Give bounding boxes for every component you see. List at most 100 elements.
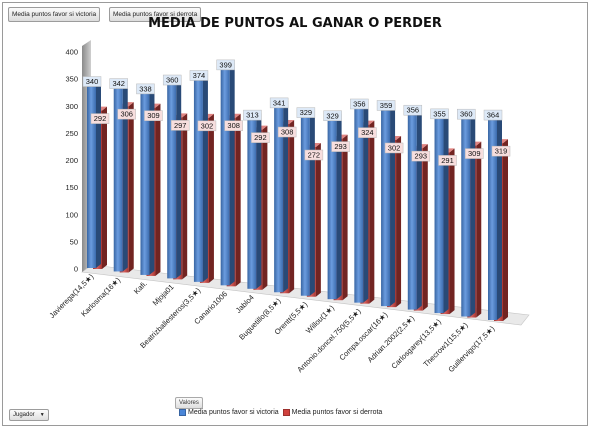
y-tick-label: 100 [65, 210, 78, 219]
legend-swatch-victory [179, 409, 186, 416]
chart-legend: Media puntos favor si victoria Media pun… [179, 409, 386, 416]
legend-item-victory: Media puntos favor si victoria [179, 409, 279, 416]
data-label-victory: 338 [136, 83, 155, 95]
data-label-victory: 341 [269, 97, 289, 109]
y-tick-label: 300 [65, 102, 78, 111]
data-label-defeat: 293 [331, 141, 350, 152]
data-label-victory: 360 [457, 108, 476, 120]
category-label: Mjoja01 [151, 282, 176, 307]
axis-field-dropdown[interactable]: Jugador ▼ [9, 409, 49, 421]
svg-text:399: 399 [219, 60, 232, 69]
data-label-victory: 329 [296, 107, 316, 118]
bar-victory[interactable] [407, 108, 422, 310]
y-tick-label: 50 [70, 237, 78, 246]
svg-text:329: 329 [300, 108, 313, 117]
svg-text:342: 342 [112, 79, 125, 88]
data-label-victory: 313 [243, 109, 262, 121]
svg-text:293: 293 [334, 142, 347, 151]
category-label: Jablo4 [234, 293, 256, 315]
axis-field-label: Jugador [13, 412, 35, 418]
bar-victory[interactable] [434, 111, 449, 314]
data-label-defeat: 308 [277, 126, 297, 138]
data-label-victory: 356 [403, 104, 423, 116]
bar-victory[interactable] [220, 62, 235, 286]
data-label-defeat: 308 [224, 120, 243, 131]
data-label-victory: 359 [376, 100, 396, 111]
data-label-defeat: 292 [251, 132, 270, 143]
field-button-defeat-average[interactable]: Media puntos favor si derrota [109, 7, 202, 22]
bar-victory[interactable] [87, 79, 101, 268]
svg-text:356: 356 [353, 99, 366, 108]
y-tick-label: 0 [74, 265, 78, 274]
bar-victory[interactable] [167, 78, 182, 279]
data-label-victory: 360 [162, 74, 182, 86]
svg-text:313: 313 [246, 111, 259, 120]
bar-victory[interactable] [193, 73, 208, 282]
y-tick-label: 250 [65, 129, 78, 138]
data-label-defeat: 302 [197, 120, 217, 132]
data-label-defeat: 291 [438, 155, 457, 166]
y-tick-label: 200 [65, 156, 78, 165]
data-label-victory: 340 [82, 76, 102, 87]
data-label-victory: 356 [350, 98, 369, 110]
svg-text:291: 291 [441, 156, 454, 165]
bar-victory[interactable] [300, 110, 315, 296]
svg-text:309: 309 [147, 111, 160, 120]
svg-text:374: 374 [193, 71, 206, 80]
y-tick-label: 150 [65, 183, 78, 192]
svg-text:356: 356 [407, 106, 420, 115]
data-label-victory: 364 [483, 109, 503, 121]
y-tick-label: 400 [65, 48, 78, 57]
bar-victory[interactable] [381, 103, 396, 307]
field-button-victory-average[interactable]: Media puntos favor si victoria [8, 7, 101, 22]
data-label-victory: 374 [189, 70, 209, 81]
svg-text:319: 319 [495, 147, 508, 156]
data-label-defeat: 309 [144, 110, 163, 121]
data-label-victory: 329 [323, 110, 342, 122]
svg-text:292: 292 [254, 133, 267, 142]
svg-text:329: 329 [326, 111, 339, 120]
data-label-defeat: 309 [465, 148, 484, 159]
svg-text:308: 308 [281, 128, 294, 137]
data-label-victory: 355 [430, 108, 449, 120]
legend-label-victory: Media puntos favor si victoria [188, 409, 279, 416]
bar-chart: 0 50 100 150 200 250 300 350 400 340 292 342 306 338 3… [47, 40, 530, 374]
data-label-defeat: 324 [358, 127, 377, 138]
svg-text:360: 360 [166, 76, 179, 85]
y-tick-label: 350 [65, 75, 78, 84]
svg-text:360: 360 [460, 110, 473, 119]
bar-victory[interactable] [461, 112, 476, 317]
chevron-down-icon: ▼ [39, 412, 45, 418]
data-label-defeat: 292 [90, 113, 110, 124]
svg-text:297: 297 [174, 121, 187, 130]
chart-title: MEDIA DE PUNTOS AL GANAR O PERDER [148, 16, 442, 31]
svg-text:272: 272 [308, 150, 321, 159]
data-label-defeat: 293 [411, 150, 431, 162]
data-label-defeat: 306 [117, 108, 136, 120]
data-label-defeat: 319 [491, 145, 511, 157]
svg-text:359: 359 [380, 101, 393, 110]
bar-victory[interactable] [488, 113, 502, 320]
svg-text:309: 309 [468, 149, 481, 158]
svg-text:292: 292 [94, 114, 107, 123]
svg-text:338: 338 [139, 84, 152, 93]
legend-item-defeat: Media puntos favor si derrota [282, 409, 383, 416]
legend-label-defeat: Media puntos favor si derrota [291, 409, 383, 416]
data-label-victory: 399 [216, 59, 235, 71]
values-field-button[interactable]: Valores [175, 397, 203, 409]
svg-text:302: 302 [388, 143, 401, 152]
category-label: Kafi. [132, 279, 149, 296]
data-label-defeat: 297 [170, 120, 190, 131]
data-label-defeat: 302 [384, 142, 404, 154]
svg-text:324: 324 [361, 128, 374, 137]
svg-text:293: 293 [415, 152, 428, 161]
svg-text:364: 364 [487, 111, 500, 120]
data-label-victory: 342 [109, 78, 128, 89]
svg-text:306: 306 [120, 110, 133, 119]
svg-text:302: 302 [201, 121, 214, 130]
svg-text:308: 308 [227, 121, 240, 130]
legend-swatch-defeat [282, 409, 290, 416]
svg-text:340: 340 [86, 77, 99, 86]
data-label-defeat: 272 [304, 149, 324, 161]
